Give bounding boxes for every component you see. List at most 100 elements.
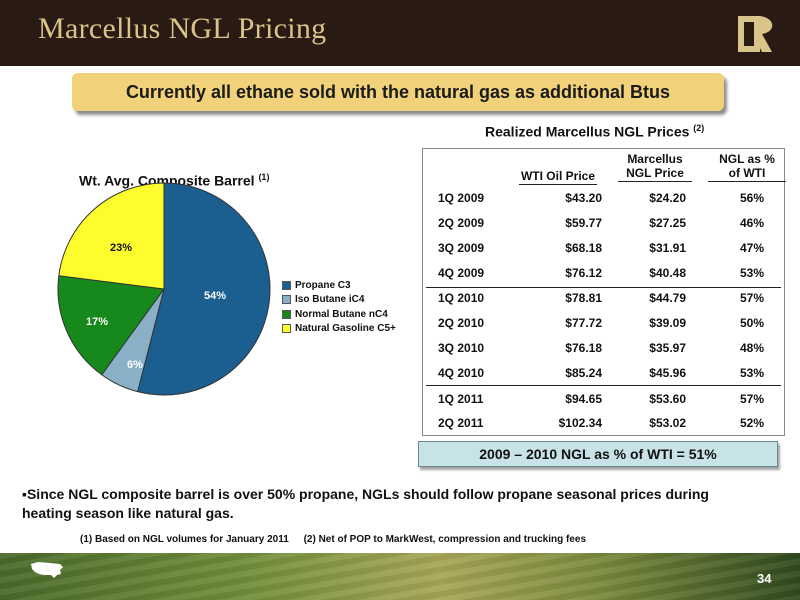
legend-swatch	[282, 280, 291, 290]
quarter-cell: 4Q 2009	[438, 266, 485, 280]
table-separator-2010	[426, 287, 781, 288]
ngl-pct-cell: 53%	[739, 366, 764, 380]
ngl-pct-cell: 48%	[739, 341, 764, 355]
ngl-pct-cell: 57%	[739, 392, 764, 406]
pie-slice	[58, 182, 165, 290]
pie-data-label: 17%	[86, 316, 108, 328]
legend-label: Natural Gasoline C5+	[295, 323, 396, 335]
legend-swatch	[282, 309, 291, 319]
header-bar: Marcellus NGL Pricing	[0, 0, 800, 66]
pie-data-label: 23%	[110, 242, 132, 254]
table-title: Realized Marcellus NGL Prices (2)	[485, 123, 704, 140]
ngl-pct-cell: 50%	[739, 316, 764, 330]
wti-price-cell: $85.24	[565, 366, 602, 380]
pie-data-label: 54%	[204, 290, 226, 302]
col-header-ngl-line2: NGL Price	[626, 166, 684, 180]
ngl-price-cell: $35.97	[649, 341, 686, 355]
summary-box: 2009 – 2010 NGL as % of WTI = 51%	[418, 441, 778, 467]
pie-title-text: Wt. Avg. Composite Barrel	[79, 172, 255, 189]
wti-price-cell: $78.81	[565, 291, 602, 305]
table-row: 4Q 2009 $76.12 $40.48 53%	[438, 266, 778, 286]
bullet-marker: ▪	[22, 486, 27, 502]
ngl-price-cell: $40.48	[649, 266, 686, 280]
table-row: 2Q 2009 $59.77 $27.25 46%	[438, 216, 778, 236]
quarter-cell: 1Q 2009	[438, 191, 485, 205]
table-row: 1Q 2010 $78.81 $44.79 57%	[438, 291, 778, 311]
col-header-pct: NGL as % of WTI	[708, 152, 786, 182]
pie-title: Wt. Avg. Composite Barrel (1)	[79, 172, 269, 189]
footer-landscape	[0, 553, 800, 600]
price-table-frame	[422, 148, 785, 436]
ngl-price-cell: $31.91	[649, 241, 686, 255]
legend-label: Iso Butane iC4	[295, 294, 365, 306]
table-row: 2Q 2011 $102.34 $53.02 52%	[438, 416, 778, 436]
legend-item: Normal Butane nC4	[282, 307, 396, 322]
quarter-cell: 4Q 2010	[438, 366, 485, 380]
quarter-cell: 2Q 2009	[438, 216, 485, 230]
legend-item: Natural Gasoline C5+	[282, 322, 396, 337]
legend-label: Normal Butane nC4	[295, 308, 388, 320]
wti-price-cell: $102.34	[558, 416, 602, 430]
table-row: 3Q 2009 $68.18 $31.91 47%	[438, 241, 778, 261]
quarter-cell: 1Q 2010	[438, 291, 485, 305]
legend-label: Propane C3	[295, 279, 351, 291]
markwest-r-logo-icon	[738, 16, 773, 52]
slide-title: Marcellus NGL Pricing	[38, 12, 327, 45]
quarter-cell: 3Q 2009	[438, 241, 485, 255]
pie-slice	[137, 182, 271, 396]
ngl-pct-cell: 52%	[739, 416, 764, 430]
ngl-price-cell: $27.25	[649, 216, 686, 230]
wti-price-cell: $59.77	[565, 216, 602, 230]
ngl-pct-cell: 56%	[739, 191, 764, 205]
ngl-price-cell: $39.09	[649, 316, 686, 330]
col-header-ngl-line1: Marcellus	[627, 152, 683, 166]
table-title-text: Realized Marcellus NGL Prices	[485, 123, 690, 140]
ngl-pct-cell: 57%	[739, 291, 764, 305]
ngl-pct-cell: 46%	[739, 216, 764, 230]
ngl-pct-cell: 53%	[739, 266, 764, 280]
table-row: 2Q 2010 $77.72 $39.09 50%	[438, 316, 778, 336]
table-row: 4Q 2010 $85.24 $45.96 53%	[438, 366, 778, 386]
footnote-1: (1) Based on NGL volumes for January 201…	[80, 534, 289, 545]
footnotes: (1) Based on NGL volumes for January 201…	[80, 534, 598, 545]
pie-legend: Propane C3 Iso Butane iC4 Normal Butane nC…	[282, 278, 396, 336]
wti-price-cell: $76.12	[565, 266, 602, 280]
legend-swatch	[282, 295, 291, 305]
page-number: 34	[757, 571, 772, 586]
legend-item: Iso Butane iC4	[282, 293, 396, 308]
composite-barrel-pie-chart: 54% 6% 17% 23%	[57, 182, 271, 396]
pie-title-note: (1)	[258, 172, 270, 182]
legend-swatch	[282, 324, 291, 334]
pie-data-label: 6%	[127, 359, 143, 371]
bullet-point: ▪Since NGL composite barrel is over 50% …	[22, 485, 762, 523]
table-separator-2011	[426, 385, 781, 386]
wti-price-cell: $43.20	[565, 191, 602, 205]
wti-price-cell: $76.18	[565, 341, 602, 355]
footnote-2: (2) Net of POP to MarkWest, compression …	[303, 534, 587, 545]
legend-item: Propane C3	[282, 278, 396, 293]
col-header-wti-text: WTI Oil Price	[520, 169, 595, 183]
quarter-cell: 1Q 2011	[438, 392, 484, 406]
bullet-text: Since NGL composite barrel is over 50% p…	[22, 486, 709, 521]
usa-map-icon	[31, 562, 63, 578]
wti-price-cell: $94.65	[565, 392, 602, 406]
ngl-price-cell: $44.79	[649, 291, 686, 305]
quarter-cell: 2Q 2011	[438, 416, 484, 430]
wti-price-cell: $68.18	[565, 241, 602, 255]
table-row: 1Q 2011 $94.65 $53.60 57%	[438, 392, 778, 412]
ngl-pct-cell: 47%	[739, 241, 764, 255]
ngl-price-cell: $53.60	[649, 392, 686, 406]
table-title-note: (2)	[693, 123, 705, 133]
table-row: 1Q 2009 $43.20 $24.20 56%	[438, 191, 778, 211]
wti-price-cell: $77.72	[565, 316, 602, 330]
quarter-cell: 3Q 2010	[438, 341, 485, 355]
ethane-banner: Currently all ethane sold with the natur…	[72, 73, 724, 111]
ngl-price-cell: $53.02	[649, 416, 686, 430]
ngl-price-cell: $24.20	[649, 191, 686, 205]
col-header-pct-line2: of WTI	[728, 166, 766, 180]
quarter-cell: 2Q 2010	[438, 316, 485, 330]
col-header-wti: WTI Oil Price	[519, 169, 597, 185]
table-row: 3Q 2010 $76.18 $35.97 48%	[438, 341, 778, 361]
pie-slice	[57, 275, 165, 376]
col-header-ngl: Marcellus NGL Price	[618, 152, 692, 182]
